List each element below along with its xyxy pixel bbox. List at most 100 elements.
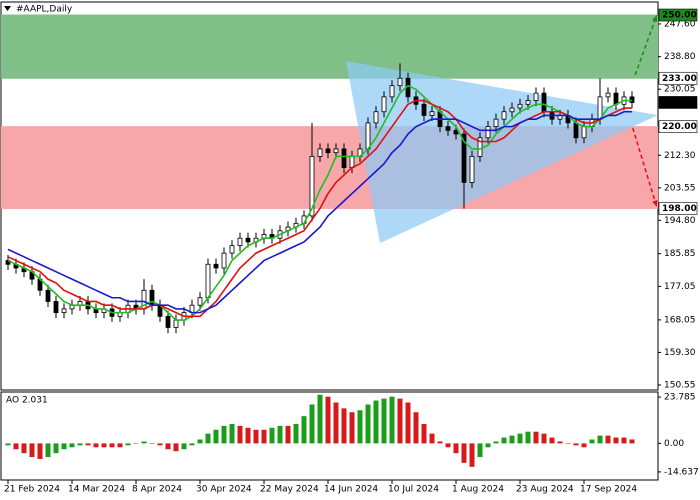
ao-bar	[13, 443, 19, 450]
y-tick-label: 159.30	[664, 348, 696, 358]
ao-bar	[133, 443, 139, 444]
candle-body	[509, 107, 515, 113]
candle-body	[493, 118, 499, 128]
candle-body	[341, 148, 347, 168]
ao-bar	[541, 433, 547, 444]
candle-body	[573, 122, 579, 139]
candle-body	[165, 315, 171, 328]
x-tick-label: 22 May 2024	[260, 485, 319, 495]
ao-bar	[485, 443, 491, 448]
level-label-box	[658, 120, 698, 133]
candle-body	[333, 148, 339, 154]
ao-bar	[477, 443, 483, 458]
ao-bar	[301, 416, 307, 444]
ao-layer	[5, 394, 635, 467]
y-tick-label: 177.05	[664, 282, 696, 292]
ao-bar	[205, 433, 211, 444]
x-tick-label: 17 Sep 2024	[580, 485, 637, 495]
ao-bar	[357, 410, 363, 444]
level-label-box	[658, 8, 698, 22]
ao-bar	[253, 429, 259, 444]
ao-bar	[365, 404, 371, 444]
ao-bar	[45, 443, 51, 458]
ao-bar	[77, 443, 83, 446]
level-label-box	[658, 202, 698, 215]
y-tick-label: 150.55	[664, 380, 696, 390]
ao-title: AO 2.031	[6, 396, 48, 406]
ao-bar	[501, 437, 507, 444]
candle-body	[517, 103, 523, 109]
y-tick-label: 194.80	[664, 216, 696, 226]
ao-bar	[269, 427, 275, 444]
ao-bar	[405, 402, 411, 444]
candle-body	[365, 122, 371, 150]
y-tick-label: 0.00	[664, 439, 684, 449]
ao-bar	[325, 396, 331, 444]
ao-bar	[493, 441, 499, 444]
ao-bar	[309, 404, 315, 444]
ao-bar	[37, 443, 43, 459]
y-tick-label: -14.637	[664, 467, 699, 477]
y-tick-label: 168.05	[664, 315, 696, 325]
ao-bar	[149, 443, 155, 444]
level-label-box	[658, 71, 698, 85]
candle-body	[45, 289, 51, 302]
candle-body	[389, 85, 395, 98]
ao-bar	[461, 443, 467, 463]
level-label: 198.00	[662, 204, 697, 214]
ao-bar	[509, 435, 515, 444]
ao-bar	[245, 427, 251, 444]
ao-bar	[21, 443, 27, 454]
ao-bar	[549, 437, 555, 444]
ao-bar	[69, 443, 75, 448]
ao-bar	[429, 433, 435, 444]
ao-bar	[341, 408, 347, 444]
ao-bar	[141, 441, 147, 444]
arrow-head	[652, 15, 658, 23]
x-tick-label: 21 Feb 2024	[4, 485, 60, 495]
ao-bar	[525, 431, 531, 444]
ao-bar	[197, 439, 203, 444]
candle-body	[317, 148, 323, 157]
candle-body	[421, 103, 427, 116]
candle-body	[221, 252, 227, 269]
chart-title: #AAPL,Daily	[16, 5, 73, 15]
axis-layer: 247.60 238.80 230.05 212.30 203.55 194.80 185.…	[4, 8, 699, 495]
ao-bar	[437, 441, 443, 444]
moving-average-line	[7, 110, 632, 314]
candle-body	[533, 92, 539, 101]
ao-bar	[533, 431, 539, 444]
candle-body	[581, 126, 587, 139]
ao-bar	[173, 443, 179, 452]
candle-body	[381, 96, 387, 113]
ao-bar	[469, 443, 475, 467]
ao-bar	[613, 437, 619, 444]
ao-bar	[317, 394, 323, 444]
ao-bar	[293, 423, 299, 444]
ao-bar	[229, 423, 235, 444]
y-tick-label: 185.85	[664, 249, 696, 259]
candle-body	[605, 92, 611, 98]
level-label-box	[658, 96, 698, 109]
candle-body	[197, 297, 203, 306]
ao-bar	[565, 443, 571, 444]
ao-bar	[117, 443, 123, 448]
x-tick-label: 1 Aug 2024	[452, 485, 504, 495]
ao-bar	[101, 443, 107, 448]
ao-bar	[517, 433, 523, 444]
ao-bar	[453, 443, 459, 454]
ao-bar	[61, 443, 67, 450]
ao-bar	[53, 443, 59, 454]
ao-bar	[189, 443, 195, 446]
y-tick-label: 230.05	[664, 85, 696, 95]
ao-bar	[237, 425, 243, 444]
y-tick-label: 247.60	[664, 19, 696, 29]
ao-bar	[285, 425, 291, 444]
y-tick-label: 238.80	[664, 52, 696, 62]
arrow-head	[652, 200, 658, 207]
candle-body	[349, 155, 355, 168]
ao-bar	[589, 439, 595, 444]
ao-bar	[277, 425, 283, 444]
candle-body	[541, 92, 547, 113]
